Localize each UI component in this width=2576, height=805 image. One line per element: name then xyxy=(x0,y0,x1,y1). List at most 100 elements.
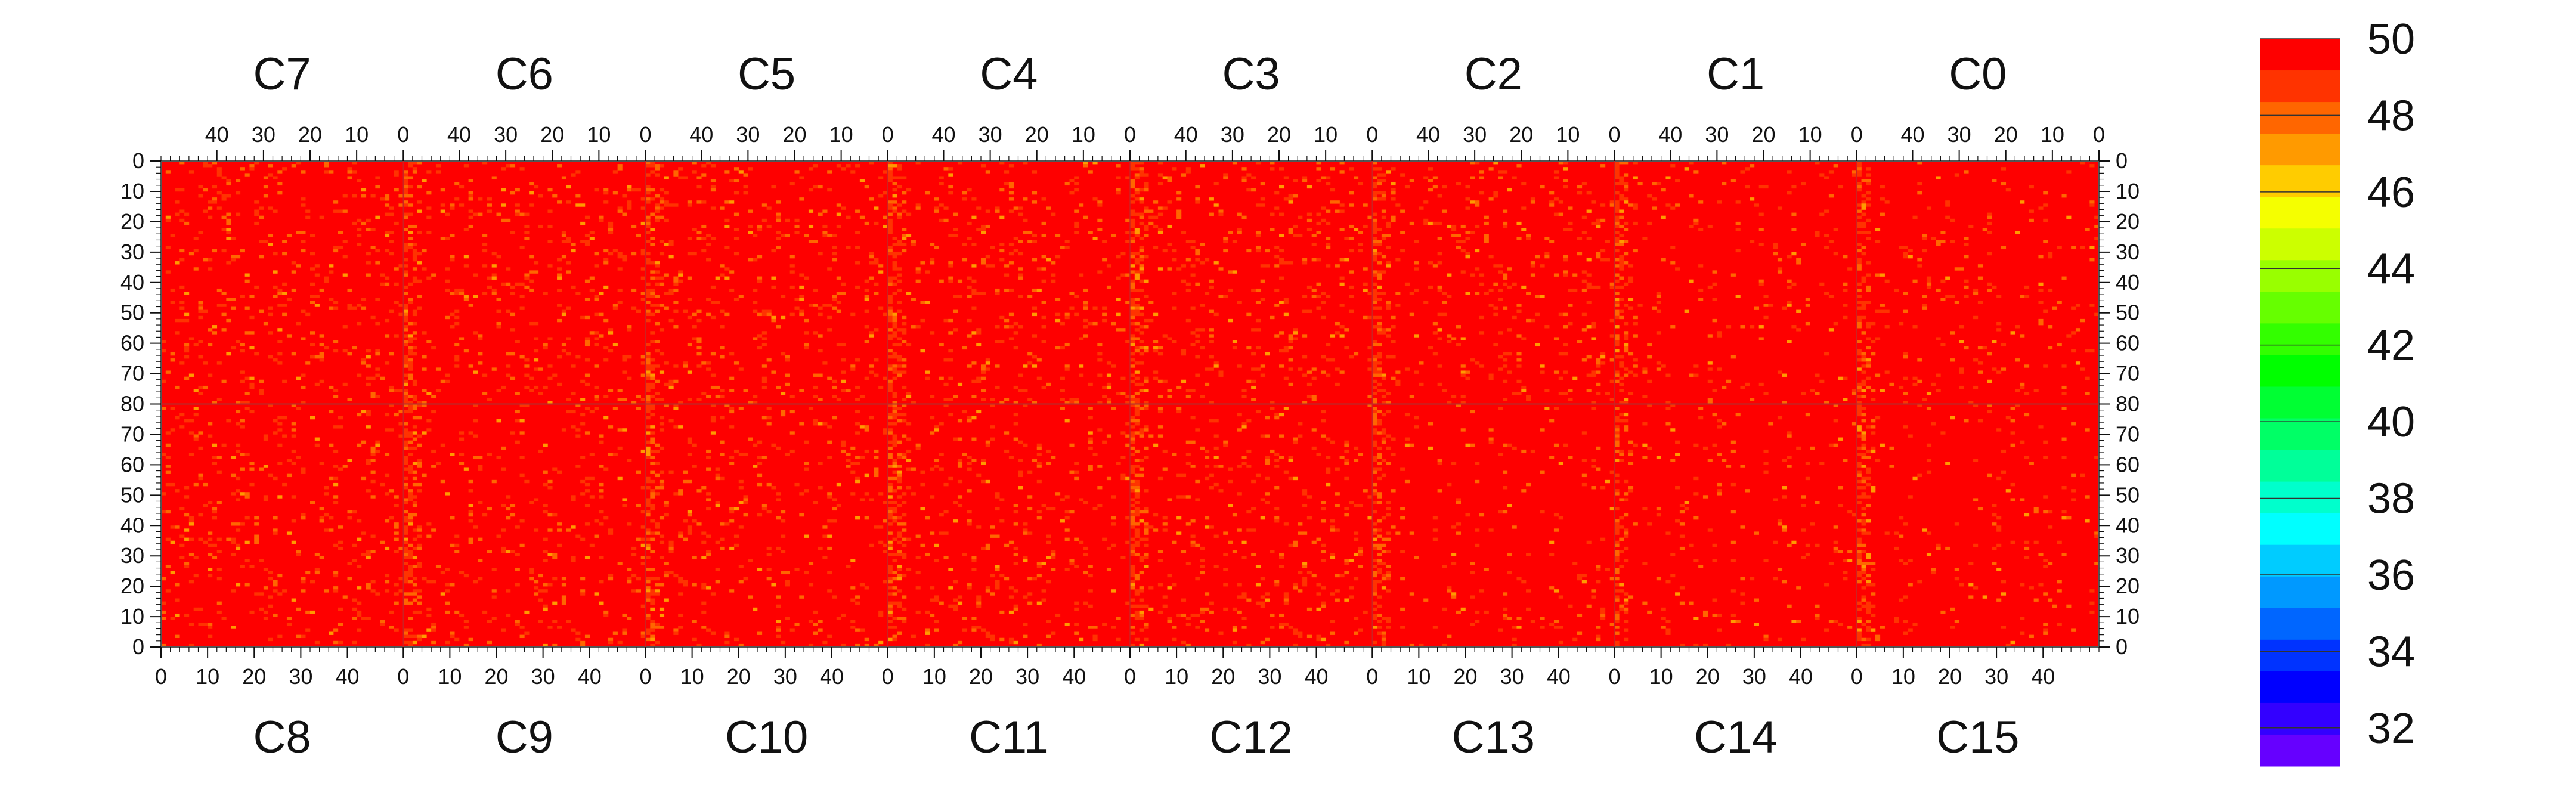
heatmap-cell xyxy=(403,540,408,544)
heatmap-cell xyxy=(887,276,893,280)
heatmap-cell xyxy=(1130,510,1135,514)
heatmap-cell xyxy=(547,337,553,340)
heatmap-cell xyxy=(655,309,660,313)
heatmap-cell xyxy=(1265,459,1270,462)
heatmap-cell xyxy=(776,604,781,608)
heatmap-cell xyxy=(1228,504,1233,507)
heatmap-cell xyxy=(650,537,655,541)
heatmap-cell xyxy=(976,604,982,608)
heatmap-cell xyxy=(1139,571,1144,575)
heatmap-cell xyxy=(501,385,506,389)
heatmap-cell xyxy=(1088,382,1093,386)
heatmap-cell xyxy=(1134,531,1140,535)
heatmap-cell xyxy=(748,209,753,213)
heatmap-cell xyxy=(431,395,436,398)
heatmap-cell xyxy=(1139,610,1144,614)
heatmap-cell xyxy=(519,355,525,359)
heatmap-cell xyxy=(184,312,190,317)
heatmap-cell xyxy=(818,312,823,317)
heatmap-cell xyxy=(1088,626,1093,629)
heatmap-cell xyxy=(208,267,213,271)
heatmap-cell xyxy=(874,358,879,362)
heatmap-cell xyxy=(408,431,413,435)
heatmap-cell xyxy=(897,440,902,444)
heatmap-cell xyxy=(603,200,609,204)
heatmap-cell xyxy=(1139,161,1144,165)
heatmap-cell xyxy=(1302,373,1308,377)
heatmap-cell xyxy=(701,556,707,559)
heatmap-cell xyxy=(357,628,362,632)
heatmap-cell xyxy=(902,617,907,620)
heatmap-cell xyxy=(645,312,651,317)
heatmap-cell xyxy=(165,465,171,468)
heatmap-cell xyxy=(813,631,818,635)
heatmap-cell xyxy=(496,419,501,423)
heatmap-cell xyxy=(170,428,175,432)
heatmap-cell xyxy=(640,249,646,253)
heatmap-cell xyxy=(1558,352,1563,356)
heatmap-cell xyxy=(208,258,213,262)
heatmap-cell xyxy=(1051,279,1056,283)
heatmap-cell xyxy=(1386,264,1391,268)
heatmap-cell xyxy=(636,589,641,593)
heatmap-cell xyxy=(468,197,473,201)
heatmap-cell xyxy=(1605,258,1610,262)
heatmap-cell xyxy=(403,361,408,365)
heatmap-cell xyxy=(1372,167,1377,171)
heatmap-cell xyxy=(594,519,599,523)
heatmap-cell xyxy=(850,598,856,602)
heatmap-cell xyxy=(715,476,720,481)
heatmap-cell xyxy=(1260,279,1265,283)
heatmap-cell xyxy=(1367,346,1373,350)
heatmap-cell xyxy=(1032,288,1038,292)
heatmap-cell xyxy=(231,456,236,459)
heatmap-cell xyxy=(897,568,902,571)
heatmap-cell xyxy=(887,626,893,629)
heatmap-cell xyxy=(1134,261,1140,265)
heatmap-cell xyxy=(1162,595,1168,599)
heatmap-cell xyxy=(990,404,995,407)
heatmap-cell xyxy=(1064,495,1070,499)
heatmap-cell xyxy=(1572,376,1578,380)
heatmap-cell xyxy=(953,501,958,504)
heatmap-cell xyxy=(1255,203,1261,207)
heatmap-cell xyxy=(864,221,869,225)
heatmap-cell xyxy=(822,234,828,237)
heatmap-cell xyxy=(887,531,893,535)
heatmap-cell xyxy=(1144,507,1149,511)
heatmap-cell xyxy=(1036,562,1042,565)
heatmap-cell xyxy=(967,467,972,471)
heatmap-cell xyxy=(1157,559,1163,562)
heatmap-cell xyxy=(1270,401,1275,404)
heatmap-cell xyxy=(216,206,222,210)
heatmap-cell xyxy=(1046,534,1051,538)
heatmap-cell xyxy=(394,334,399,338)
heatmap-cell xyxy=(440,203,445,207)
heatmap-cell xyxy=(1330,334,1336,338)
heatmap-cell xyxy=(263,434,268,438)
heatmap-cell xyxy=(188,623,194,626)
heatmap-cell xyxy=(403,467,408,471)
heatmap-cell xyxy=(412,610,417,614)
heatmap-cell xyxy=(659,534,665,538)
heatmap-cell xyxy=(1377,562,1382,565)
heatmap-cell xyxy=(1032,170,1038,174)
heatmap-cell xyxy=(1228,288,1233,292)
heatmap-cell xyxy=(804,489,809,493)
heatmap-cell xyxy=(874,292,879,295)
heatmap-cell xyxy=(403,562,408,565)
heatmap-cell xyxy=(827,425,832,429)
heatmap-cell xyxy=(1134,270,1140,274)
heatmap-cell xyxy=(981,459,986,462)
heatmap-cell xyxy=(454,364,460,368)
heatmap-cell xyxy=(766,568,772,571)
heatmap-cell xyxy=(1130,364,1135,368)
heatmap-cell xyxy=(1139,604,1144,608)
heatmap-cell xyxy=(706,550,711,553)
heatmap-cell xyxy=(408,346,413,350)
heatmap-cell xyxy=(1148,318,1154,323)
heatmap-cell xyxy=(286,334,292,338)
heatmap-cell xyxy=(645,382,651,386)
heatmap-cell xyxy=(198,446,203,450)
heatmap-cell xyxy=(538,224,543,228)
